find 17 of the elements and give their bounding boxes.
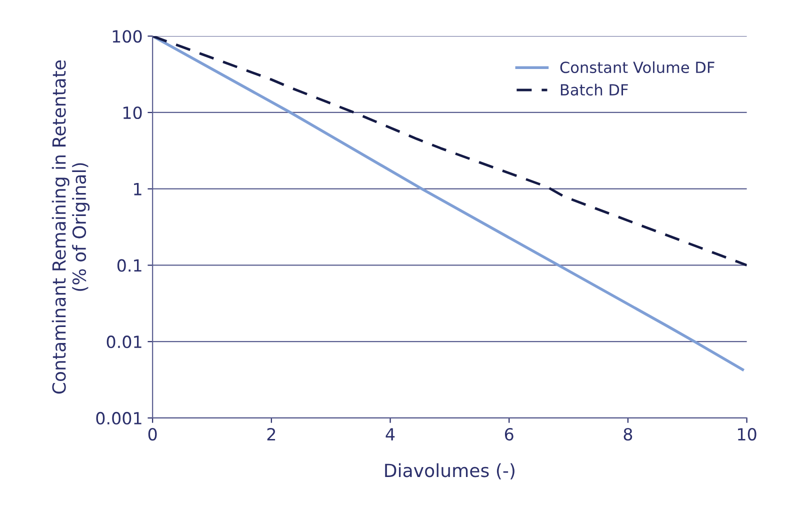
- x-tick-label: 0: [148, 428, 157, 441]
- y-tick-label: 0.001: [96, 412, 142, 425]
- y-axis-title: Contaminant Remaining in Retentate (% of Original): [52, 60, 90, 394]
- x-tick-label: 10: [738, 428, 756, 441]
- x-tick-label: 8: [624, 428, 632, 441]
- x-tick-label: 4: [386, 428, 395, 440]
- x-tick-label: 6: [504, 428, 514, 441]
- y-tick-label: 0.01: [106, 336, 142, 348]
- line-series: [152, 36, 744, 371]
- y-tick-label: 0.1: [117, 259, 142, 272]
- y-tick-label: 10: [123, 106, 142, 120]
- x-axis-title: Diavolumes (-): [385, 463, 514, 480]
- legend-label: Constant Volume DF: [560, 61, 714, 74]
- x-tick-label: 2: [267, 428, 276, 440]
- legend-label: Batch DF: [560, 84, 628, 96]
- y-tick-label: 100: [112, 30, 142, 43]
- y-tick-label: 1: [134, 183, 142, 196]
